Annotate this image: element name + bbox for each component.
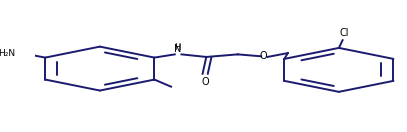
Text: H₂N: H₂N [0, 49, 15, 58]
Text: Cl: Cl [340, 28, 349, 38]
Text: O: O [201, 77, 209, 87]
Text: O: O [260, 51, 267, 61]
Text: H: H [175, 43, 181, 51]
Text: N: N [174, 44, 182, 54]
